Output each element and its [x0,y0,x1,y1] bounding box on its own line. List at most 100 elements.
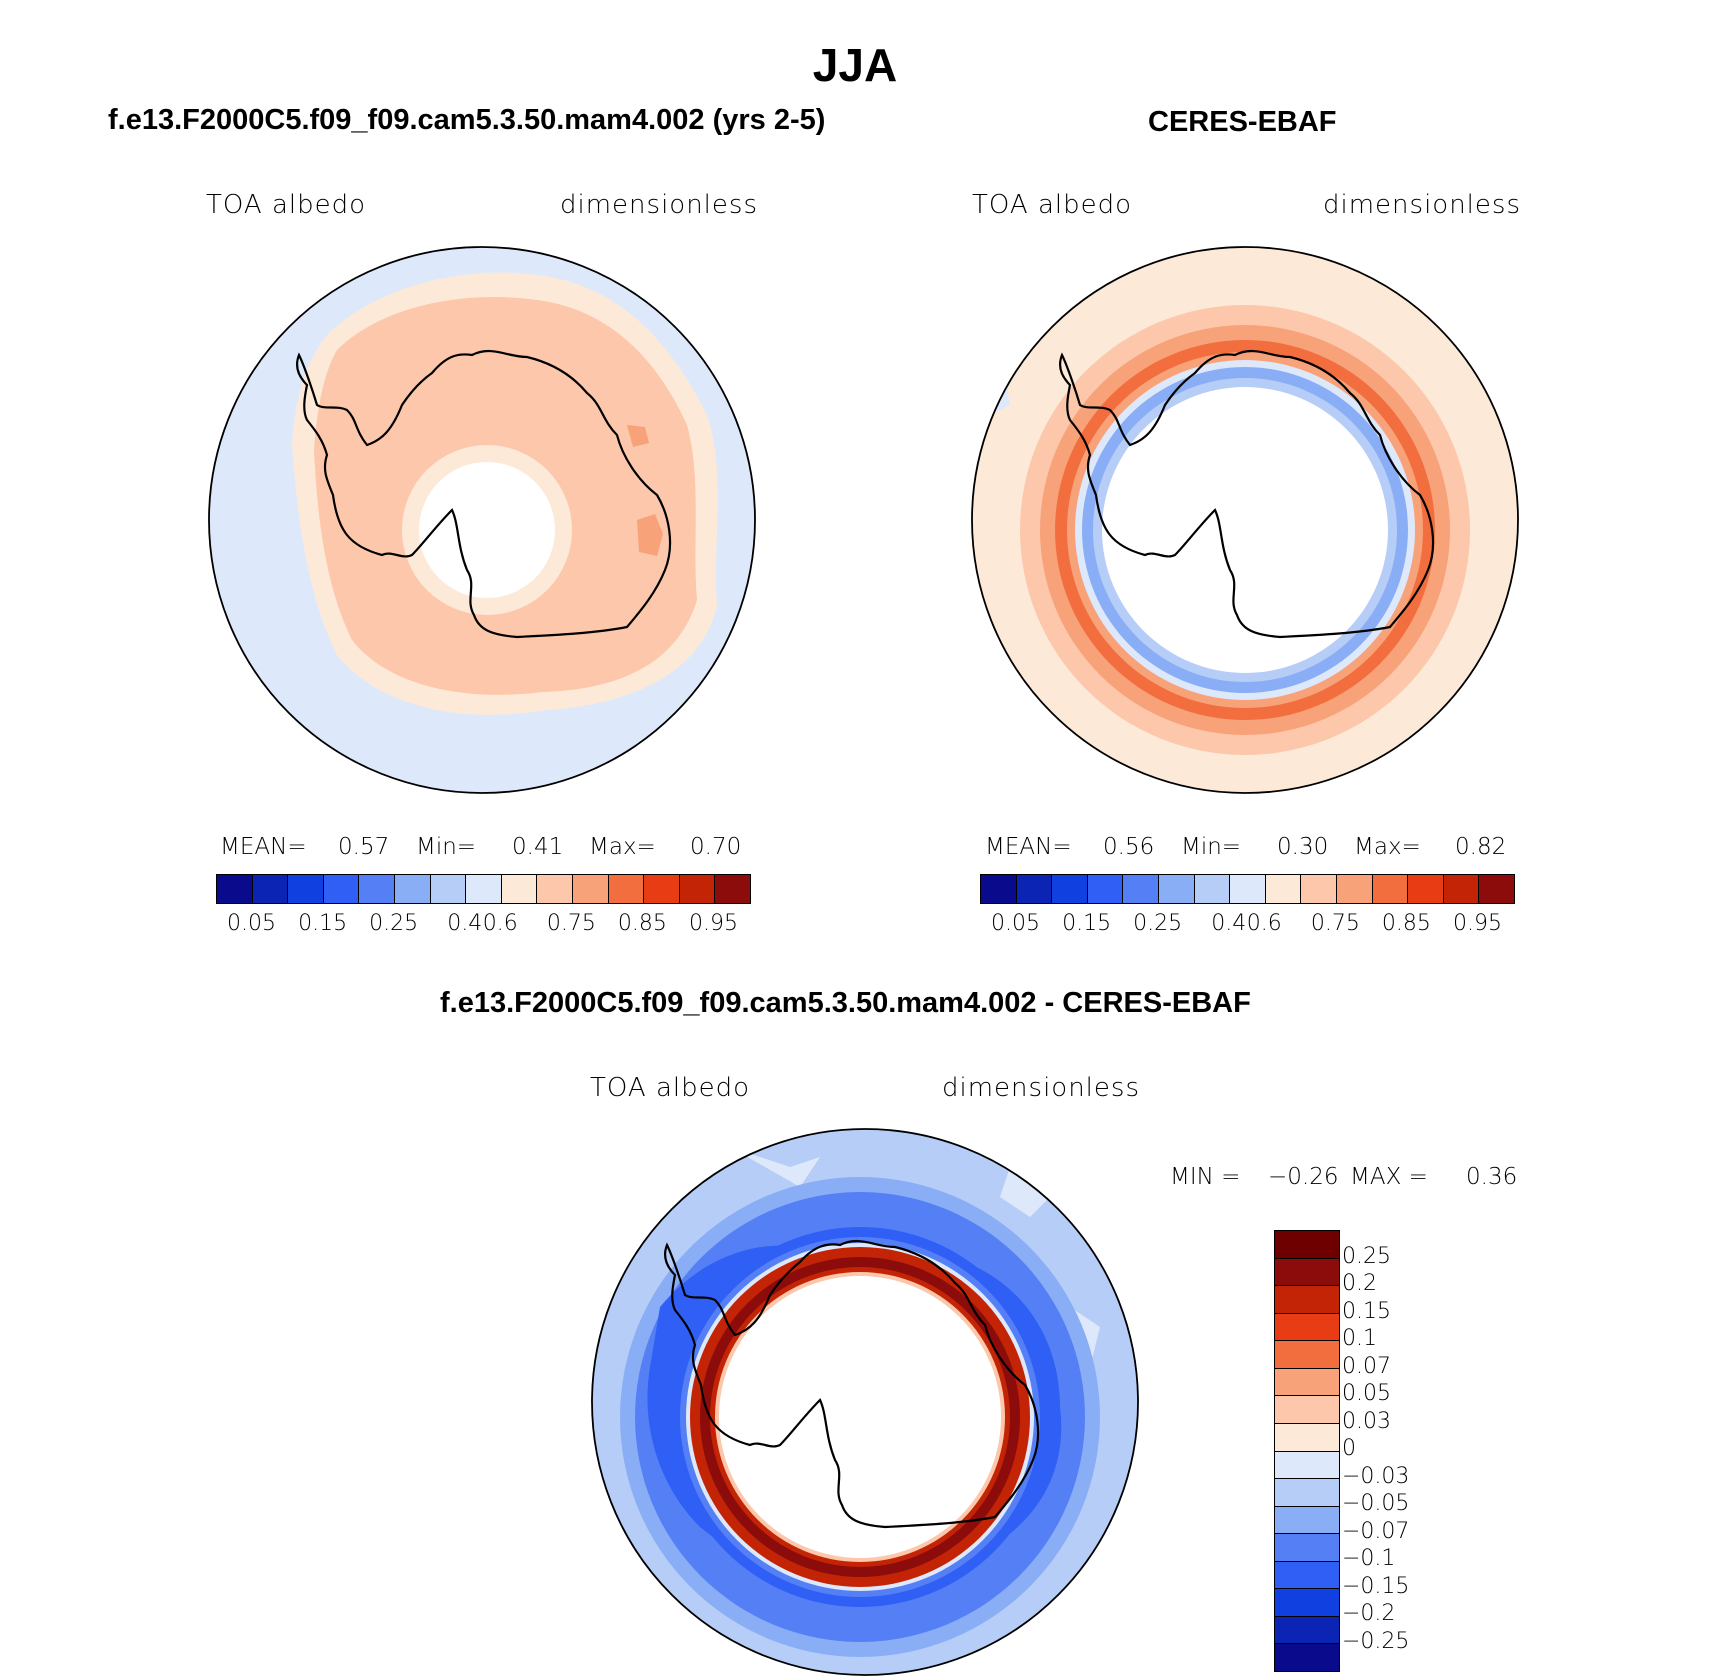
panel1-mean-label: MEAN= [220,834,307,860]
colorbar-tick-label: 0.85 [617,911,667,936]
panel2-patch [972,725,1080,793]
colorbar-box [572,875,609,903]
panel2-min-value: 0.30 [1277,834,1329,860]
panel1-units: dimensionless [560,190,758,220]
colorbar-box [1052,875,1088,903]
panel2-mean-label: MEAN= [985,834,1072,860]
colorbar-box [466,875,502,903]
colorbar-tick-label: 0.75 [1310,911,1360,936]
colorbar-tick-label: 0.05 [991,911,1041,936]
colorbar-tick-label: 0.25 [1342,1243,1391,1269]
panel1-variable: TOA albedo [206,190,367,220]
colorbar-box [288,875,324,903]
panel3-colorbar [1274,1230,1340,1672]
panel3-max-label: MAX = [1350,1164,1428,1190]
colorbar-box [715,875,750,903]
panel2-max-value: 0.82 [1455,834,1507,860]
panel1-patch [637,514,663,556]
colorbar-box [1479,875,1514,903]
colorbar-tick-label: −0.03 [1342,1463,1410,1489]
panel3-map [591,1128,1139,1676]
colorbar-tick-label: 0.05 [1342,1381,1391,1406]
colorbar-box [1275,1231,1339,1259]
colorbar-tick-label: 0.95 [688,911,738,936]
colorbar-box [501,875,538,903]
colorbar-tick-label: −0.2 [1342,1601,1396,1626]
colorbar-box [1275,1396,1339,1424]
panel1-patch [627,425,649,447]
colorbar-box [981,875,1017,903]
colorbar-tick-label: 0.25 [369,911,419,936]
colorbar-tick-label: 0.4 [1211,911,1247,936]
panel1-map [208,246,756,794]
colorbar-box [1443,875,1480,903]
colorbar-box [1265,875,1302,903]
colorbar-tick-label: 0.07 [1342,1353,1391,1379]
panel1-min-value: 0.41 [512,834,564,860]
panel2-title: CERES-EBAF [1148,106,1337,138]
panel2-max-label: Max= [1354,834,1421,860]
colorbar-box [1275,1506,1339,1535]
panel2-min-label: Min= [1181,834,1242,860]
colorbar-box [679,875,716,903]
panel1-title: f.e13.F2000C5.f09_f09.cam5.3.50.mam4.002… [108,104,826,136]
colorbar-tick-label: 0.1 [1342,1326,1377,1351]
colorbar-box [1275,1423,1339,1452]
colorbar-tick-label: 0.2 [1342,1271,1377,1296]
panel3-variable: TOA albedo [590,1073,751,1103]
panel1-max-value: 0.70 [690,834,742,860]
colorbar-tick-label: 0.03 [1342,1408,1391,1434]
colorbar-tick-label: −0.15 [1342,1573,1410,1599]
colorbar-box [1275,1589,1339,1617]
colorbar-tick-label: 0.15 [1342,1298,1391,1324]
colorbar-tick-label: −0.25 [1342,1628,1410,1654]
colorbar-box [608,875,645,903]
colorbar-box [1158,875,1195,903]
colorbar-box [1275,1534,1339,1562]
colorbar-tick-label: 0.25 [1133,911,1183,936]
colorbar-tick-label: −0.07 [1342,1518,1410,1544]
colorbar-box [1275,1451,1339,1480]
colorbar-tick-label: 0.15 [298,911,348,936]
colorbar-tick-label: 0 [1342,1436,1356,1461]
colorbar-tick-label: 0.6 [1246,911,1282,936]
colorbar-tick-label: 0.05 [227,911,277,936]
colorbar-box [1275,1286,1339,1314]
colorbar-box [1087,875,1124,903]
panel1-antarctica-coastline [296,349,672,639]
panel2-map-border [971,246,1519,794]
colorbar-tick-label: 0.15 [1062,911,1112,936]
panel1-polar-gap [419,462,555,598]
panel2-map [971,246,1519,794]
panel3-title: f.e13.F2000C5.f09_f09.cam5.3.50.mam4.002… [440,987,1251,1019]
colorbar-box [1194,875,1231,903]
colorbar-box [323,875,360,903]
colorbar-tick-label: −0.1 [1342,1546,1396,1571]
colorbar-tick-label: −0.05 [1342,1491,1410,1516]
colorbar-box [1301,875,1337,903]
colorbar-box [1408,875,1444,903]
panel2-colorbar [980,874,1515,904]
colorbar-box [1275,1479,1339,1507]
colorbar-tick-label: 0.95 [1452,911,1502,936]
panel3-min-label: MIN = [1170,1164,1241,1190]
panel2-antarctica-coastline [1059,349,1435,639]
panel1-min-label: Min= [416,834,477,860]
colorbar-box [1275,1258,1339,1287]
colorbar-box [1230,875,1266,903]
colorbar-box [537,875,573,903]
panel1-colorbar [216,874,751,904]
panel3-antarctica-coastline [664,1239,1040,1529]
panel1-max-label: Max= [589,834,656,860]
colorbar-box [252,875,289,903]
panel3-min-value: −0.26 [1268,1164,1339,1190]
colorbar-box [1275,1616,1339,1645]
colorbar-tick-label: 0.6 [482,911,518,936]
colorbar-box [1275,1368,1339,1397]
panel3-units: dimensionless [942,1073,1140,1103]
panel3-patch [1000,1167,1050,1217]
colorbar-box [430,875,467,903]
colorbar-box [359,875,395,903]
colorbar-tick-label: 0.85 [1381,911,1431,936]
page-title: JJA [812,39,898,91]
